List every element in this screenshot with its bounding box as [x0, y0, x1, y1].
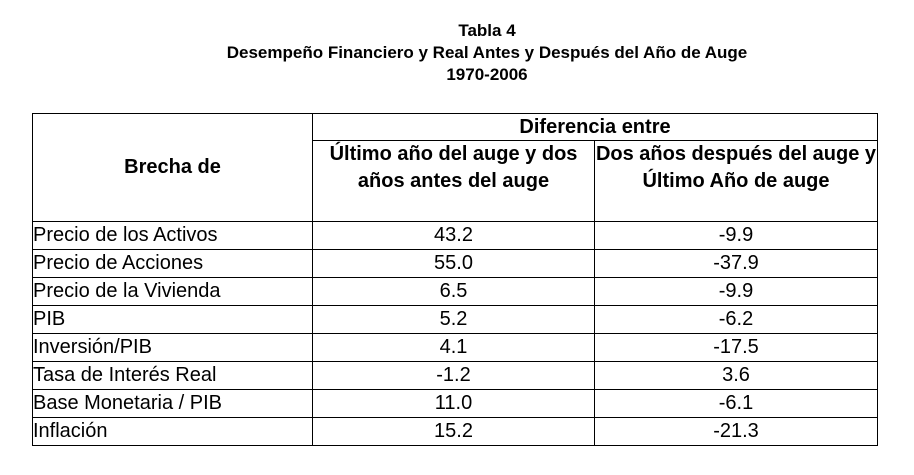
cell-value: 3.6 — [593, 361, 879, 390]
table-row: Precio de los Activos 43.2 -9.9 — [32, 221, 879, 250]
table-period: 1970-2006 — [446, 65, 528, 84]
cell-value: -21.3 — [593, 417, 879, 446]
cell-value: 43.2 — [312, 221, 595, 250]
table-row: Precio de la Vivienda 6.5 -9.9 — [32, 277, 879, 306]
cell-value: -17.5 — [593, 333, 879, 362]
cell-value: -9.9 — [593, 221, 879, 250]
table-number: Tabla 4 — [458, 21, 516, 40]
table-row: Tasa de Interés Real -1.2 3.6 — [32, 361, 879, 390]
cell-value: -6.2 — [593, 305, 879, 334]
table-caption: Tabla 4 Desempeño Financiero y Real Ante… — [0, 20, 914, 86]
row-label: Precio de los Activos — [32, 221, 313, 250]
row-label: Precio de la Vivienda — [32, 277, 313, 306]
cell-value: 11.0 — [312, 389, 595, 418]
cell-value: 55.0 — [312, 249, 595, 278]
row-label: Inversión/PIB — [32, 333, 313, 362]
table-row: PIB 5.2 -6.2 — [32, 305, 879, 334]
cell-value: -9.9 — [593, 277, 879, 306]
cell-value: 15.2 — [312, 417, 595, 446]
row-label: PIB — [32, 305, 313, 334]
group-header: Diferencia entre — [311, 113, 879, 141]
table-row: Inflación 15.2 -21.3 — [32, 417, 879, 446]
cell-value: 4.1 — [312, 333, 595, 362]
cell-value: -37.9 — [593, 249, 879, 278]
table-row: Precio de Acciones 55.0 -37.9 — [32, 249, 879, 278]
cell-value: 5.2 — [312, 305, 595, 334]
table-title: Desempeño Financiero y Real Antes y Desp… — [226, 43, 748, 62]
row-label: Tasa de Interés Real — [32, 361, 313, 390]
table-row: Inversión/PIB 4.1 -17.5 — [32, 333, 879, 362]
column-header-two-years-after: Dos años después del auge y Último Año d… — [593, 140, 879, 222]
row-label: Precio de Acciones — [32, 249, 313, 278]
data-table: Brecha de Diferencia entre Último año de… — [32, 113, 879, 446]
column-header-last-year: Último año del auge y dos años antes del… — [312, 140, 595, 222]
cell-value: -1.2 — [312, 361, 595, 390]
row-label: Base Monetaria / PIB — [32, 389, 313, 418]
table-row: Base Monetaria / PIB 11.0 -6.1 — [32, 389, 879, 418]
cell-value: 6.5 — [312, 277, 595, 306]
row-header-brecha: Brecha de — [32, 113, 313, 222]
row-label: Inflación — [32, 417, 313, 446]
cell-value: -6.1 — [593, 389, 879, 418]
